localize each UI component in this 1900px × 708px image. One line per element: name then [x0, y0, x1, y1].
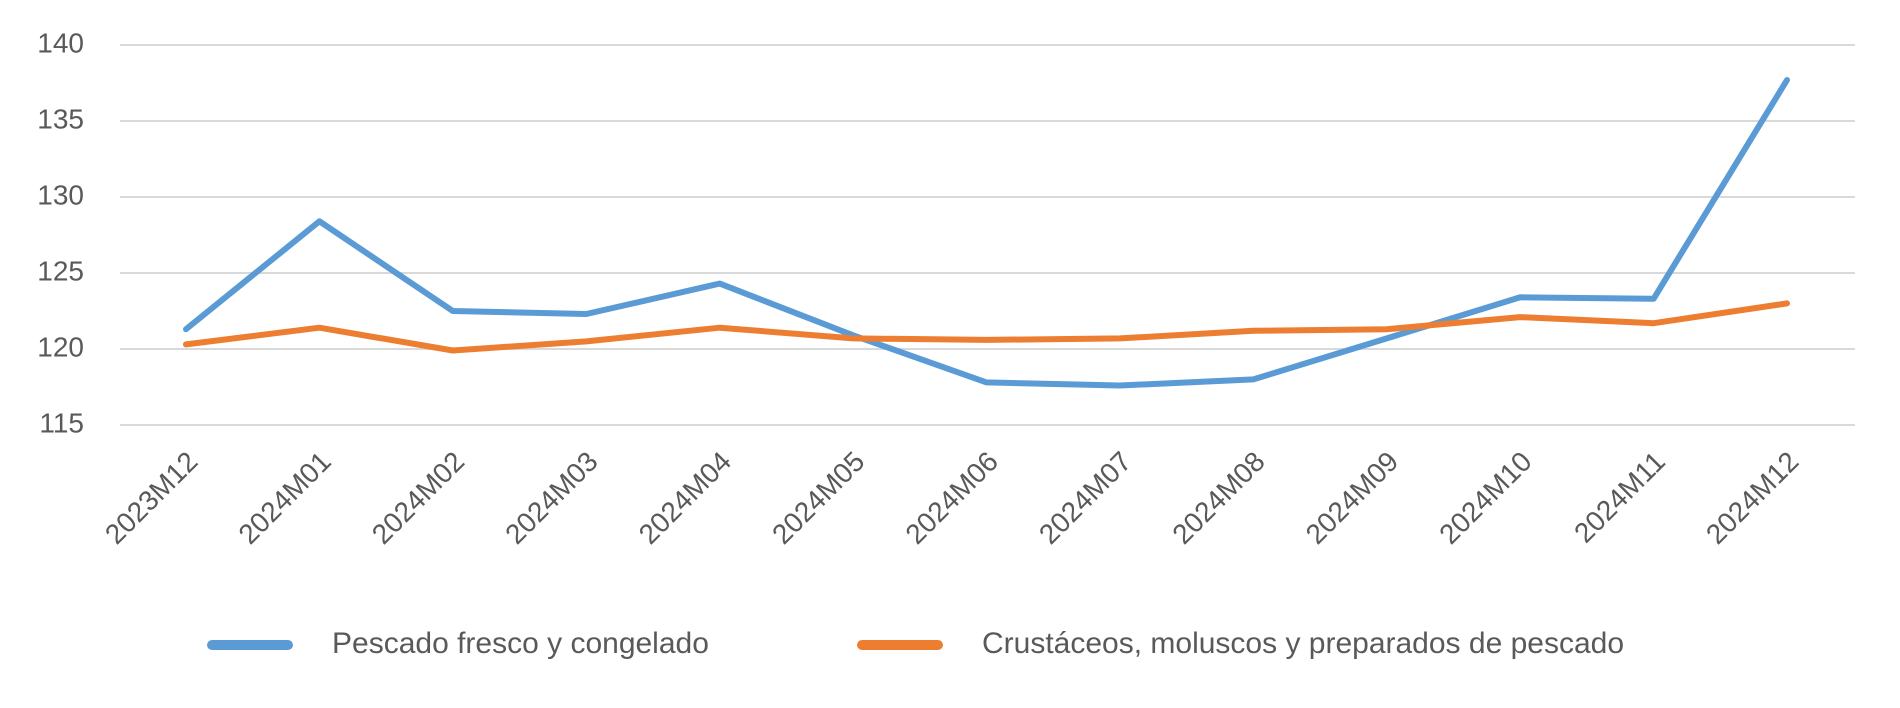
x-tick-label: 2024M09: [1300, 446, 1404, 550]
x-tick-label: 2024M03: [499, 446, 603, 550]
legend-label-crustaceos: Crustáceos, moluscos y preparados de pes…: [982, 627, 1624, 660]
y-tick-label: 140: [37, 27, 84, 58]
x-tick-label: 2023M12: [99, 446, 203, 550]
legend: Pescado fresco y congelado Crustáceos, m…: [207, 627, 1624, 660]
x-tick-label: 2024M04: [633, 446, 737, 550]
y-tick-label: 125: [37, 255, 84, 286]
x-tick-label: 2024M08: [1166, 446, 1270, 550]
x-tick-label: 2024M07: [1033, 446, 1137, 550]
gridlines: [120, 44, 1855, 426]
x-tick-label: 2024M11: [1568, 446, 1671, 549]
series-lines: [183, 77, 1790, 389]
y-tick-label: 115: [39, 407, 84, 438]
y-tick-label: 135: [37, 103, 84, 134]
x-tick-label: 2024M01: [232, 446, 336, 550]
legend-label-pescado: Pescado fresco y congelado: [332, 627, 709, 660]
x-tick-label: 2024M10: [1433, 446, 1537, 550]
x-tick-label: 2024M12: [1700, 446, 1804, 550]
x-tick-label: 2024M06: [899, 446, 1003, 550]
series-line-1: [183, 300, 1790, 354]
y-tick-label: 120: [37, 331, 84, 362]
x-tick-label: 2024M05: [766, 446, 870, 550]
x-tick-label: 2024M02: [366, 446, 470, 550]
y-tick-label: 130: [37, 179, 84, 210]
x-axis-tick-labels: 2023M12 2024M01 2024M02 2024M03 2024M04 2024M…: [99, 446, 1804, 550]
y-axis-tick-labels: 115 120 125 130 135 140: [37, 27, 84, 438]
